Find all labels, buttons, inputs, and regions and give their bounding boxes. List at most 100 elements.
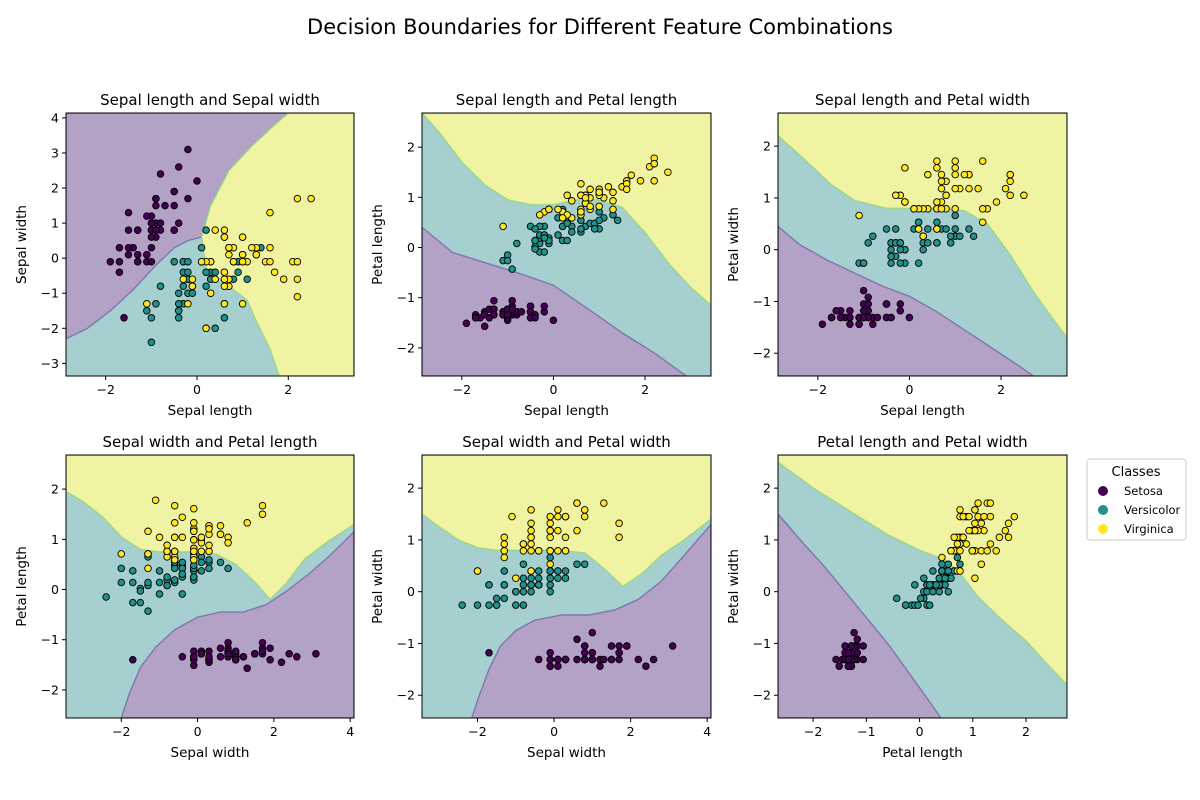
scatter-points: [832, 499, 1019, 670]
point-versicolor: [513, 239, 521, 248]
point-setosa: [231, 656, 240, 664]
y-tick-label: −1: [753, 636, 771, 651]
point-virginica: [554, 512, 562, 521]
x-tick-label: −2: [804, 724, 822, 739]
point-virginica: [266, 208, 274, 217]
point-virginica: [163, 541, 171, 550]
point-versicolor: [546, 567, 554, 575]
point-versicolor: [492, 594, 501, 603]
point-virginica: [995, 533, 1004, 542]
point-setosa: [174, 219, 183, 227]
point-virginica: [216, 522, 225, 530]
point-virginica: [266, 243, 274, 252]
point-versicolor: [178, 590, 187, 598]
point-setosa: [170, 226, 178, 234]
point-versicolor: [896, 245, 905, 254]
point-virginica: [971, 519, 979, 528]
axes-frame: [777, 112, 1068, 377]
point-setosa: [844, 662, 853, 670]
point-versicolor: [144, 607, 152, 615]
point-virginica: [527, 540, 535, 548]
y-tick-label: 4: [51, 110, 59, 125]
y-tick-label: −2: [41, 321, 59, 336]
x-tick-label: 2: [641, 382, 649, 397]
point-virginica: [974, 184, 982, 193]
axes-frame: [65, 454, 355, 719]
point-versicolor: [129, 598, 137, 607]
point-versicolor: [174, 314, 183, 322]
point-virginica: [1004, 519, 1013, 528]
point-versicolor: [163, 581, 171, 590]
point-virginica: [1006, 170, 1014, 179]
y-tick-label: 2: [51, 482, 59, 497]
point-versicolor: [951, 211, 959, 220]
point-versicolor: [573, 560, 581, 568]
point-setosa: [546, 655, 554, 664]
point-virginica: [512, 574, 520, 582]
point-versicolor: [953, 553, 962, 562]
point-virginica: [554, 205, 562, 214]
point-setosa: [580, 642, 589, 650]
y-tick-label: −2: [753, 688, 771, 703]
y-tick-label: −1: [41, 286, 59, 301]
point-versicolor: [896, 259, 905, 267]
point-virginica: [933, 157, 941, 165]
point-versicolor: [512, 601, 520, 609]
point-virginica: [205, 547, 213, 556]
point-virginica: [563, 191, 571, 200]
point-virginica: [205, 525, 213, 533]
point-setosa: [205, 653, 213, 661]
point-versicolor: [179, 282, 188, 290]
point-virginica: [190, 519, 198, 527]
point-setosa: [133, 250, 142, 259]
point-virginica: [206, 289, 215, 297]
point-virginica: [933, 225, 941, 233]
point-versicolor: [152, 300, 160, 308]
point-setosa: [147, 243, 156, 252]
point-versicolor: [540, 234, 549, 242]
y-tick-label: −1: [753, 294, 771, 309]
point-virginica: [527, 519, 535, 528]
point-setosa: [480, 311, 489, 319]
point-setosa: [882, 300, 891, 308]
point-versicolor: [519, 601, 528, 609]
region-setosa: [471, 523, 711, 718]
point-versicolor: [554, 567, 562, 575]
point-virginica: [500, 533, 509, 542]
point-virginica: [1006, 191, 1014, 200]
point-virginica: [527, 533, 535, 542]
y-tick-label: 2: [763, 481, 771, 496]
point-versicolor: [136, 598, 145, 607]
point-virginica: [546, 512, 554, 521]
point-setosa: [668, 642, 677, 650]
point-virginica: [508, 512, 516, 521]
point-virginica: [220, 282, 229, 290]
point-versicolor: [129, 578, 137, 587]
point-versicolor: [500, 581, 509, 589]
x-tick-label: 2: [627, 724, 635, 739]
point-virginica: [937, 205, 946, 213]
point-setosa: [170, 201, 178, 210]
point-versicolor: [864, 239, 872, 247]
point-virginica: [197, 533, 206, 542]
point-virginica: [971, 506, 979, 514]
point-virginica: [580, 506, 589, 514]
subplot-3: −2 0 2 −2 −1 0 1 2 Sepal length and Petal width S…: [726, 91, 1068, 419]
point-versicolor: [117, 578, 126, 587]
x-tick-label: 2: [284, 382, 292, 397]
point-virginica: [980, 512, 988, 521]
point-virginica: [901, 164, 909, 172]
legend: Classes Setosa Versicolor Virginica: [1086, 458, 1187, 541]
y-axis-label: Petal width: [370, 549, 386, 624]
y-tick-label: −2: [397, 688, 415, 703]
point-setosa: [124, 226, 133, 234]
point-versicolor: [925, 581, 934, 589]
y-tick-label: 3: [51, 145, 59, 160]
legend-marker-versicolor: [1098, 505, 1108, 515]
point-versicolor: [512, 587, 520, 596]
point-setosa: [239, 653, 248, 661]
point-setosa: [596, 662, 604, 670]
subplot-2: −2 0 2 −2 −1 0 1 2 Sepal length and Petal length…: [370, 91, 712, 419]
decision-regions: [778, 455, 1067, 718]
point-virginica: [983, 547, 991, 555]
